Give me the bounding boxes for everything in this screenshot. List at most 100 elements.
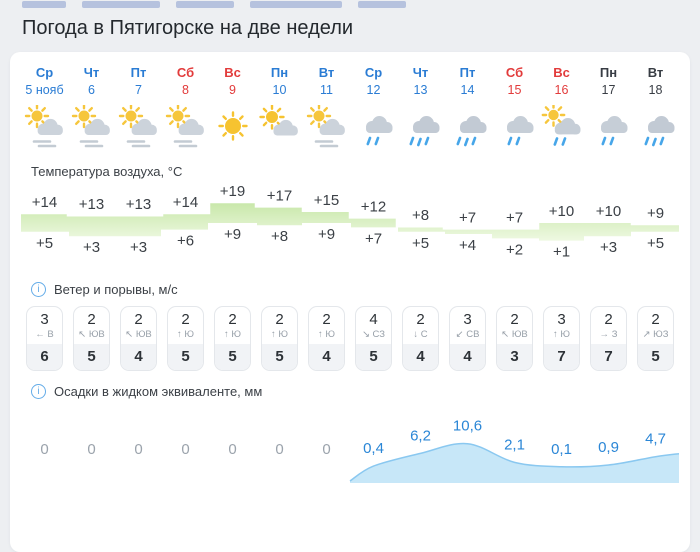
- weather-icon-cell[interactable]: [256, 105, 303, 151]
- weather-icon-cell[interactable]: [538, 105, 585, 151]
- wind-direction: ↘ СЗ: [356, 328, 391, 344]
- day-of-week: Сб: [505, 65, 524, 80]
- wind-direction-label: З: [611, 329, 618, 340]
- temperature-chart: +14 +5 +13 +3 +13 +3 +14 +6 +19 +9 +17 +8 +15 +9 +12 +7…: [21, 183, 679, 269]
- wind-direction: ↙ СВ: [450, 328, 485, 344]
- wind-gust: 4: [450, 344, 485, 370]
- precip-line: [349, 442, 680, 482]
- weather-icon-cell[interactable]: [303, 105, 350, 151]
- day-date: 9: [229, 83, 236, 97]
- wind-section-header: i Ветер и порывы, м/с: [31, 282, 679, 297]
- wind-speed: 2: [416, 311, 425, 328]
- wind-direction-label: ЮЗ: [653, 329, 669, 340]
- day-column-header[interactable]: Вт 18: [632, 65, 679, 98]
- wind-gust: 5: [262, 344, 297, 370]
- temp-min-label: +5: [412, 235, 429, 252]
- precip-value-label: 0: [322, 441, 330, 458]
- cropped-nav-text-fragment: [176, 1, 234, 8]
- day-column-header[interactable]: Вс 9: [209, 65, 256, 98]
- precip-value-label: 0: [228, 441, 236, 458]
- wind-direction-label: СВ: [466, 329, 480, 340]
- day-column-header[interactable]: Ср 12: [350, 65, 397, 98]
- wind-direction-label: ЮВ: [511, 329, 528, 340]
- wind-gust: 5: [168, 344, 203, 370]
- weather-icon-cell[interactable]: [632, 105, 679, 151]
- day-column-header[interactable]: Пт 14: [444, 65, 491, 98]
- info-icon[interactable]: i: [31, 384, 46, 399]
- day-column-header[interactable]: Сб 8: [162, 65, 209, 98]
- wind-speed: 2: [181, 311, 190, 328]
- day-column-header[interactable]: Ср 5 нояб: [21, 65, 68, 98]
- day-of-week: Вс: [553, 65, 570, 80]
- wind-speed: 3: [463, 311, 472, 328]
- precip-section-header: i Осадки в жидком эквиваленте, мм: [31, 384, 679, 399]
- wind-cell: 2 ↖ ЮВ 5: [73, 306, 110, 371]
- wind-direction-label: ЮВ: [135, 329, 152, 340]
- precipitation-chart: 0 0 0 0 0 0 0 0,4 6,2 10,6 2,1 0,1 0,9 4,7: [21, 403, 680, 488]
- day-column-header[interactable]: Вт 11: [303, 65, 350, 98]
- day-date: 10: [272, 83, 287, 97]
- day-date: 12: [366, 83, 381, 97]
- precip-value-label: 0: [275, 441, 283, 458]
- weather-icon-cell[interactable]: [162, 105, 209, 151]
- weather-icon-cell[interactable]: [350, 105, 397, 151]
- temp-min-label: +8: [271, 228, 288, 245]
- temperature-section-label: Температура воздуха, °C: [31, 164, 183, 179]
- day-date: 11: [320, 83, 333, 97]
- weather-icon-cell[interactable]: [585, 105, 632, 151]
- info-icon[interactable]: i: [31, 282, 46, 297]
- wind-direction-arrow-icon: ↖: [501, 329, 510, 340]
- wind-direction: ↗ ЮЗ: [638, 328, 673, 344]
- wind-direction: ↖ ЮВ: [121, 328, 156, 344]
- wind-direction-label: Ю: [325, 329, 335, 340]
- weather-icon-cell[interactable]: [397, 105, 444, 151]
- wind-direction-arrow-icon: ↓: [413, 329, 419, 340]
- weather-icon-cell[interactable]: [68, 105, 115, 151]
- wind-direction-label: Ю: [560, 329, 570, 340]
- day-date: 6: [88, 83, 95, 97]
- wind-row: 3 ← В 6 2 ↖ ЮВ 5 2 ↖ ЮВ 4 2 ↑ Ю 5 2 ↑ Ю 5 2 ↑ Ю 5 2 ↑ Ю 4 4 ↘ …: [21, 306, 679, 371]
- temp-max-label: +17: [267, 187, 292, 204]
- wind-direction: ↑ Ю: [544, 328, 579, 344]
- cropped-nav-text-fragment: [82, 1, 160, 8]
- day-of-week: Чт: [412, 65, 429, 80]
- cloud-rain-icon: [506, 116, 533, 146]
- weather-icon-cell[interactable]: [209, 105, 256, 151]
- temp-max-label: +10: [549, 203, 574, 220]
- day-column-header[interactable]: Пт 7: [115, 65, 162, 98]
- temp-min-label: +6: [177, 233, 194, 250]
- day-column-header[interactable]: Пн 17: [585, 65, 632, 98]
- sun-cloud-fog-icon: [306, 105, 345, 148]
- temperature-section-header: Температура воздуха, °C: [31, 164, 679, 179]
- day-of-week: Ср: [35, 65, 54, 80]
- wind-direction-label: СЗ: [372, 329, 386, 340]
- temp-min-label: +2: [506, 241, 523, 258]
- temp-max-label: +19: [220, 184, 245, 200]
- weather-icon-cell[interactable]: [491, 105, 538, 151]
- day-column-header[interactable]: Чт 13: [397, 65, 444, 98]
- cloud-heavy-rain-icon: [409, 116, 439, 147]
- weather-icon-cell[interactable]: [115, 105, 162, 151]
- day-column-header[interactable]: Чт 6: [68, 65, 115, 98]
- wind-speed: 2: [87, 311, 96, 328]
- wind-speed: 3: [557, 311, 566, 328]
- precip-value-label: 0,4: [363, 440, 384, 457]
- day-column-header[interactable]: Пн 10: [256, 65, 303, 98]
- day-date: 17: [601, 83, 616, 97]
- weather-icon-cell[interactable]: [21, 105, 68, 151]
- temp-min-label: +5: [36, 235, 53, 252]
- temp-min-line: [21, 223, 679, 243]
- precip-value-label: 4,7: [645, 431, 666, 448]
- sun-cloud-fog-icon: [71, 105, 110, 148]
- weather-icon-cell[interactable]: [444, 105, 491, 151]
- sun-cloud-fog-icon: [165, 105, 204, 148]
- day-column-header[interactable]: Сб 15: [491, 65, 538, 98]
- wind-gust: 4: [121, 344, 156, 370]
- day-column-header[interactable]: Вс 16: [538, 65, 585, 98]
- wind-direction-arrow-icon: ↘: [361, 329, 370, 340]
- wind-speed: 2: [651, 311, 660, 328]
